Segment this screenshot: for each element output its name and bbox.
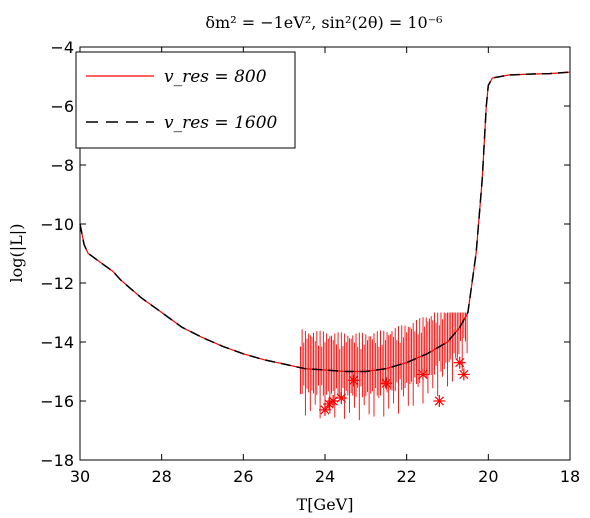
- spike-marker: [335, 392, 348, 405]
- axis-ticks: 30 28 26 24 22 20 18 −18 −16 −14 −12 −10 −8 −6 −4: [40, 38, 580, 486]
- spike-marker: [380, 377, 393, 390]
- y-tick-label: −6: [50, 97, 74, 116]
- oscillation-spikes: [300, 312, 470, 421]
- y-tick-label: −12: [40, 274, 74, 293]
- spike-marker: [453, 356, 466, 369]
- y-tick-label: −14: [40, 333, 74, 352]
- chart-title: δm² = −1eV², sin²(2θ) = 10⁻⁶: [205, 13, 442, 32]
- spike-marker: [433, 395, 446, 407]
- spike-marker: [347, 374, 360, 387]
- legend-box: [75, 51, 296, 149]
- x-axis-label: T[GeV]: [297, 495, 354, 514]
- spike-marker: [457, 368, 470, 381]
- y-tick-label: −4: [50, 38, 74, 57]
- series-lines: [79, 71, 571, 373]
- series-line-2: [79, 71, 571, 373]
- legend-label-series-2: v_res = 1600: [164, 113, 278, 133]
- x-tick-label: 22: [396, 467, 416, 486]
- y-tick-label: −18: [40, 451, 74, 470]
- x-tick-label: 24: [315, 467, 335, 486]
- x-tick-label: 26: [233, 467, 253, 486]
- y-tick-label: −8: [50, 156, 74, 175]
- x-tick-label: 30: [70, 467, 90, 486]
- x-tick-label: 28: [151, 467, 171, 486]
- y-axis-label: log(|L|): [7, 224, 26, 283]
- legend-label-series-1: v_res = 800: [164, 67, 267, 87]
- x-tick-label: 18: [560, 467, 580, 486]
- y-tick-label: −16: [40, 392, 74, 411]
- spike-marker: [417, 368, 429, 381]
- x-tick-label: 20: [478, 467, 498, 486]
- legend: v_res = 800 v_res = 1600: [75, 51, 296, 149]
- y-tick-label: −10: [40, 215, 74, 234]
